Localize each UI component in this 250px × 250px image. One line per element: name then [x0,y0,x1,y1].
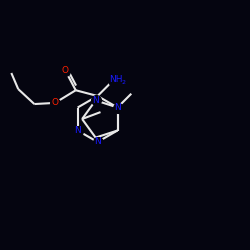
Text: O: O [52,98,59,108]
Text: O: O [62,66,69,75]
Text: N: N [114,103,121,112]
Text: N: N [94,138,101,146]
Text: NH: NH [110,75,123,84]
Text: 2: 2 [122,80,126,85]
Text: N: N [74,126,81,135]
Text: N: N [92,96,99,105]
